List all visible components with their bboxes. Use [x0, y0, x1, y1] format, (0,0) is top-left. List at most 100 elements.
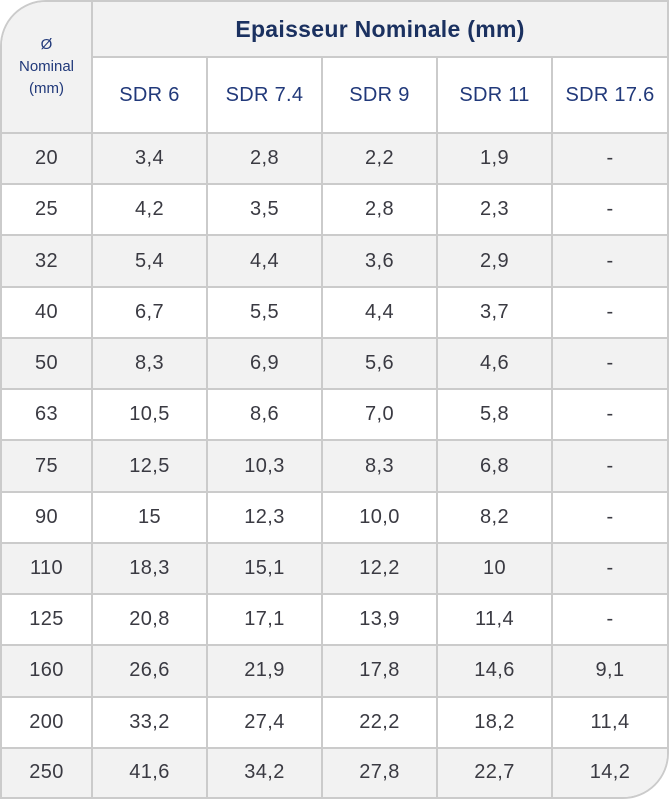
column-header-sdr: SDR 11 [436, 56, 553, 134]
table-title: Epaisseur Nominale (mm) [91, 2, 667, 58]
thickness-value-cell: 18,3 [91, 541, 208, 596]
thickness-value-cell: 6,7 [91, 285, 208, 339]
thickness-value-cell: 13,9 [321, 593, 438, 647]
thickness-value-cell: 4,4 [206, 234, 323, 288]
table-row: 20 3,4 2,8 2,2 1,9- [2, 131, 667, 186]
column-header-sdr: SDR 17.6 [551, 56, 667, 134]
thickness-value-cell: 3,5 [206, 183, 323, 237]
thickness-value-cell: - [551, 183, 667, 237]
thickness-value-cell: - [551, 490, 667, 544]
thickness-value-cell: 34,2 [206, 746, 323, 797]
row-header-diameter: 50 [2, 336, 93, 391]
thickness-value-cell: 12,3 [206, 490, 323, 544]
corner-header-line-unit: (mm) [29, 79, 64, 97]
thickness-value-cell: 1,9 [436, 131, 553, 186]
thickness-value-cell: 22,7 [436, 746, 553, 797]
thickness-value-cell: 3,7 [436, 285, 553, 339]
column-header-sdr: SDR 6 [92, 56, 208, 134]
thickness-value-cell: 22,2 [321, 695, 438, 749]
corner-header-diameter: Ø Nominal (mm) [2, 2, 93, 134]
row-header-diameter: 160 [2, 644, 93, 698]
thickness-value-cell: 10 [436, 541, 553, 596]
row-header-diameter: 20 [2, 131, 93, 186]
table-row: 250 41,6 34,2 27,8 22,7 14,2 [2, 746, 667, 797]
table-row: 63 10,5 8,6 7,0 5,8- [2, 388, 667, 442]
thickness-value-cell: 5,4 [91, 234, 208, 288]
thickness-value-cell: 8,2 [436, 490, 553, 544]
thickness-value-cell: - [551, 131, 667, 186]
column-header-sdr: SDR 7.4 [206, 56, 323, 134]
thickness-value-cell: 4,4 [321, 285, 438, 339]
row-header-diameter: 90 [2, 490, 93, 544]
thickness-value-cell: - [551, 593, 667, 647]
thickness-value-cell: 3,6 [321, 234, 438, 288]
thickness-value-cell: 18,2 [436, 695, 553, 749]
thickness-value-cell: 2,8 [321, 183, 438, 237]
thickness-value-cell: 8,3 [91, 336, 208, 391]
thickness-value-cell: 10,5 [91, 388, 208, 442]
thickness-value-cell: 27,4 [206, 695, 323, 749]
thickness-value-cell: 4,2 [91, 183, 208, 237]
thickness-value-cell: 10,0 [321, 490, 438, 544]
row-header-diameter: 75 [2, 439, 93, 493]
thickness-value-cell: 2,9 [436, 234, 553, 288]
row-header-diameter: 200 [2, 695, 93, 749]
table-row: 50 8,3 6,9 5,6 4,6- [2, 336, 667, 391]
table-row: 40 6,7 5,5 4,4 3,7- [2, 285, 667, 339]
thickness-value-cell: 8,3 [321, 439, 438, 493]
thickness-value-cell: 20,8 [91, 593, 208, 647]
thickness-value-cell: 27,8 [321, 746, 438, 797]
thickness-value-cell: 2,8 [206, 131, 323, 186]
thickness-value-cell: - [551, 541, 667, 596]
row-header-diameter: 40 [2, 285, 93, 339]
row-header-diameter: 25 [2, 183, 93, 237]
row-header-diameter: 250 [2, 746, 93, 797]
thickness-value-cell: 10,3 [206, 439, 323, 493]
thickness-value-cell: - [551, 285, 667, 339]
thickness-value-cell: 8,6 [206, 388, 323, 442]
row-header-diameter: 32 [2, 234, 93, 288]
table-row: 110 18,3 15,1 12,2 10- [2, 541, 667, 596]
thickness-value-cell: 5,5 [206, 285, 323, 339]
thickness-value-cell: 6,9 [206, 336, 323, 391]
table-row: 160 26,6 21,9 17,8 14,6 9,1 [2, 644, 667, 698]
thickness-value-cell: 5,6 [321, 336, 438, 391]
table-row: 125 20,8 17,1 13,9 11,4- [2, 593, 667, 647]
thickness-value-cell: 12,2 [321, 541, 438, 596]
corner-header-line-nominal: Nominal [18, 58, 75, 76]
row-header-diameter: 125 [2, 593, 93, 647]
column-header-sdr: SDR 9 [321, 56, 438, 134]
thickness-value-cell: - [551, 336, 667, 391]
corner-header-line-symbol: Ø [40, 36, 53, 54]
title-row: Ø Nominal (mm) Epaisseur Nominale (mm) [2, 2, 667, 134]
thickness-value-cell: 6,8 [436, 439, 553, 493]
thickness-value-cell: 2,2 [321, 131, 438, 186]
thickness-value-cell: 15,1 [206, 541, 323, 596]
thickness-value-cell: 11,4 [436, 593, 553, 647]
thickness-value-cell: 21,9 [206, 644, 323, 698]
thickness-value-cell: 14,6 [436, 644, 553, 698]
table-row: 200 33,2 27,4 22,2 18,2 11,4 [2, 695, 667, 749]
thickness-value-cell: 5,8 [436, 388, 553, 442]
thickness-value-cell: 26,6 [91, 644, 208, 698]
thickness-value-cell: 2,3 [436, 183, 553, 237]
thickness-value-cell: 3,4 [91, 131, 208, 186]
thickness-value-cell: 15 [91, 490, 208, 544]
thickness-value-cell: 14,2 [551, 746, 667, 797]
row-header-diameter: 110 [2, 541, 93, 596]
thickness-value-cell: 33,2 [91, 695, 208, 749]
row-header-diameter: 63 [2, 388, 93, 442]
table-body: 20 3,4 2,8 2,2 1,9-25 4,2 3,5 2,8 2,3-32 5,4 4,4 3,… [2, 131, 667, 797]
table-row: 75 12,5 10,3 8,3 6,8- [2, 439, 667, 493]
thickness-value-cell: 4,6 [436, 336, 553, 391]
column-header-row: SDR 6 SDR 7.4 SDR 9 SDR 11 SDR 17.6 [2, 56, 667, 134]
thickness-value-cell: 17,1 [206, 593, 323, 647]
thickness-value-cell: 12,5 [91, 439, 208, 493]
table-row: 25 4,2 3,5 2,8 2,3- [2, 183, 667, 237]
thickness-value-cell: - [551, 388, 667, 442]
thickness-value-cell: 41,6 [91, 746, 208, 797]
table-row: 32 5,4 4,4 3,6 2,9- [2, 234, 667, 288]
thickness-value-cell: 17,8 [321, 644, 438, 698]
